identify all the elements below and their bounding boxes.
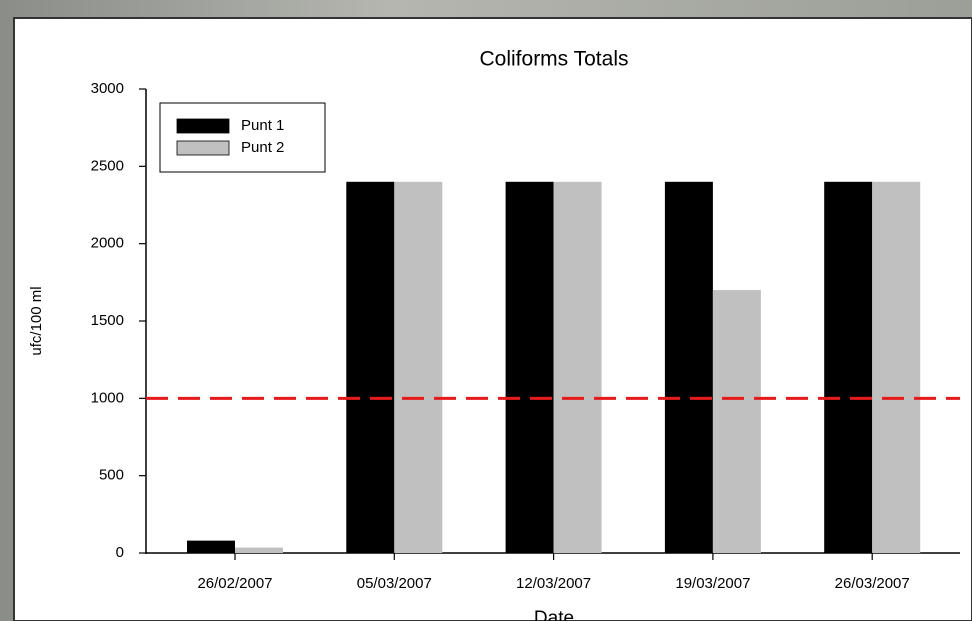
bar: [346, 181, 395, 554]
x-tick-label: 05/03/2007: [357, 575, 432, 592]
chart-title: Coliforms Totals: [480, 48, 629, 71]
y-tick-label: 2000: [91, 235, 124, 252]
x-tick-label: 26/03/2007: [835, 575, 910, 592]
bar: [505, 181, 554, 554]
bar: [553, 181, 602, 554]
y-tick-label: 500: [99, 467, 124, 484]
legend-label: Punt 1: [241, 117, 284, 134]
y-tick-label: 1500: [91, 312, 124, 329]
legend-box: [159, 102, 326, 173]
y-tick-label: 1000: [91, 389, 124, 406]
legend-label: Punt 2: [241, 139, 284, 156]
legend-swatch: [176, 140, 230, 156]
y-tick-label: 3000: [91, 80, 124, 97]
bar: [712, 290, 761, 553]
x-tick-label: 26/02/2007: [197, 575, 272, 592]
x-axis-label: Date: [534, 608, 574, 621]
y-axis-label: ufc/100 ml: [28, 286, 45, 355]
bar: [187, 540, 235, 553]
bar: [235, 547, 283, 553]
y-tick-label: 2500: [91, 157, 124, 174]
bar: [824, 181, 873, 554]
bar: [664, 181, 713, 554]
x-tick-label: 12/03/2007: [516, 575, 591, 592]
x-tick-label: 19/03/2007: [675, 575, 750, 592]
bar: [872, 181, 921, 554]
y-tick-label: 0: [116, 544, 124, 561]
legend-swatch: [176, 118, 230, 134]
bar: [394, 181, 443, 554]
